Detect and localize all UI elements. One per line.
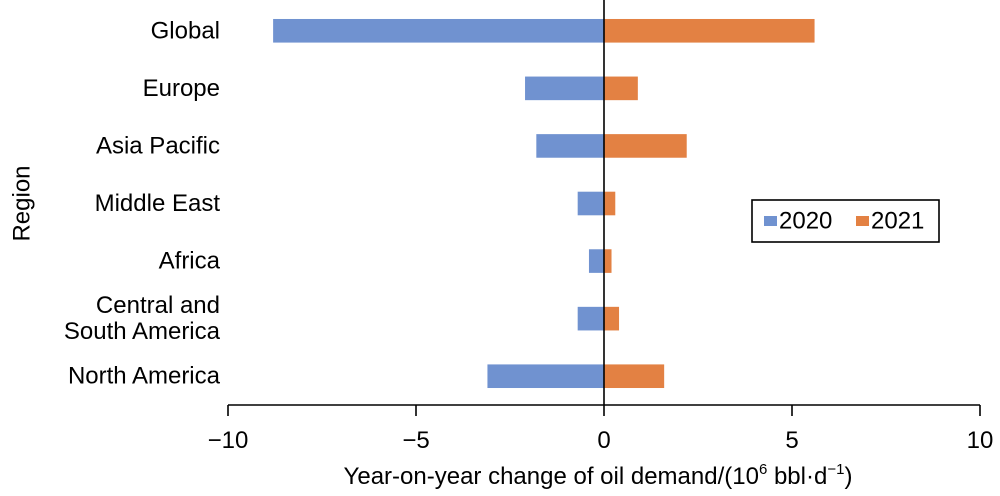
bars-group xyxy=(273,18,815,389)
category-label: Middle East xyxy=(95,190,221,217)
category-labels: Global Europe Asia Pacific Middle East Afric… xyxy=(64,17,221,389)
x-tick-label: 5 xyxy=(785,427,798,454)
legend-label-2021: 2021 xyxy=(871,208,924,235)
category-label: Europe xyxy=(143,75,220,102)
bar-2021-central-and-south-america xyxy=(604,306,620,331)
category-label: Asia Pacific xyxy=(96,132,220,159)
bar-2021-global xyxy=(604,18,815,43)
x-axis-tick-labels: −10 −5 0 5 10 xyxy=(208,427,994,454)
bar-2021-middle-east xyxy=(604,191,616,216)
bar-2021-north-america xyxy=(604,364,665,389)
x-axis-title: Year-on-year change of oil demand/(106 b… xyxy=(344,461,853,490)
x-tick-label: −10 xyxy=(208,427,249,454)
legend-swatch-2020 xyxy=(764,216,777,226)
legend-swatch-2021 xyxy=(856,216,869,226)
legend-box xyxy=(751,199,940,243)
category-label: South America xyxy=(64,318,221,345)
x-axis-title-unit-sup: −1 xyxy=(827,461,844,478)
bar-2020-central-and-south-america xyxy=(577,306,604,331)
y-axis-title: Region xyxy=(9,165,36,241)
bar-2020-middle-east xyxy=(577,191,604,216)
category-label: North America xyxy=(68,363,221,390)
bar-2021-africa xyxy=(604,249,612,273)
bar-2020-asia-pacific xyxy=(536,134,604,158)
legend: 2020 2021 xyxy=(751,199,940,243)
x-tick-label: −5 xyxy=(402,427,429,454)
x-axis-title-sup: 6 xyxy=(759,461,767,478)
x-axis-title-main: Year-on-year change of oil demand/(10 xyxy=(344,463,759,490)
category-label: Africa xyxy=(159,248,221,275)
x-tick-label: 0 xyxy=(597,427,610,454)
bar-2020-europe xyxy=(525,76,604,101)
bar-2021-europe xyxy=(604,76,638,101)
x-axis-title-unit: bbl·d xyxy=(767,463,827,490)
legend-label-2020: 2020 xyxy=(779,208,832,235)
x-axis-title-close: ) xyxy=(844,463,852,490)
category-label: Central and xyxy=(96,292,220,319)
bar-2020-africa xyxy=(588,249,604,273)
category-label: Global xyxy=(151,17,220,44)
bar-2021-asia-pacific xyxy=(604,134,687,158)
bar-2020-north-america xyxy=(487,364,604,389)
bar-2020-global xyxy=(273,18,604,43)
x-tick-label: 10 xyxy=(967,427,994,454)
x-axis-ticks xyxy=(227,405,981,416)
